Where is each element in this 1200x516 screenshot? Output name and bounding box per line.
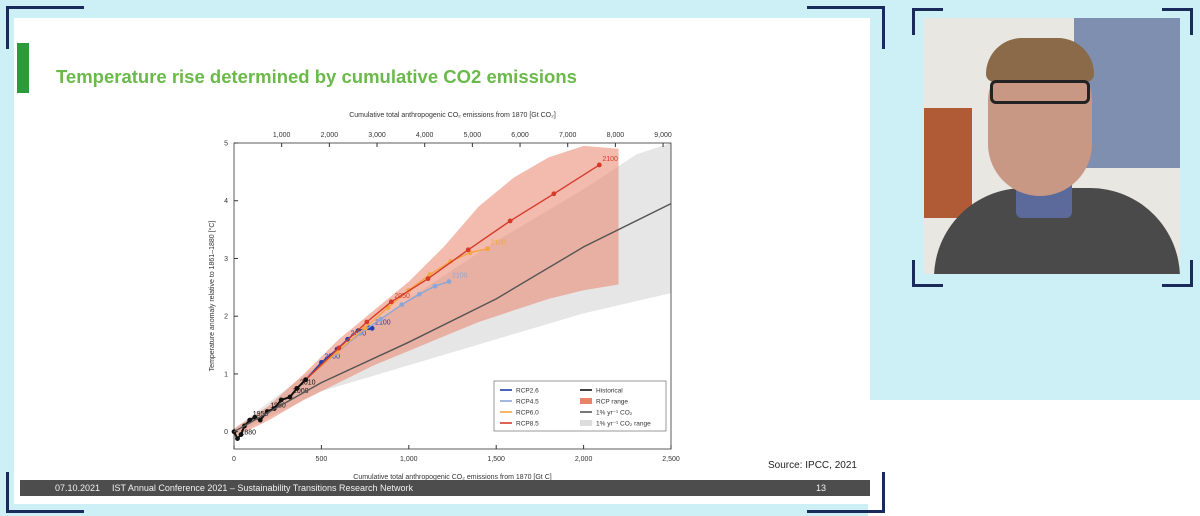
data-point <box>336 345 342 351</box>
data-point <box>238 432 244 437</box>
legend-label: RCP range <box>596 399 628 406</box>
footer-page-number: 13 <box>816 483 827 493</box>
y-axis-label: Temperature anomaly relative to 1861–188… <box>208 221 216 372</box>
point-label: 2000 <box>293 388 309 395</box>
x2-axis-label: Cumulative total anthropogenic CO₂ emiss… <box>349 112 556 119</box>
x-tick-label: 500 <box>316 456 328 463</box>
data-point <box>294 385 300 391</box>
legend-label: Historical <box>596 388 623 395</box>
data-point <box>287 394 293 400</box>
source-label: Source: IPCC, 2021 <box>768 460 857 471</box>
slide-accent-bar <box>17 43 29 93</box>
frame-corner-top-left <box>6 6 84 49</box>
point-label: 2010 <box>300 379 316 386</box>
background-band <box>868 400 1200 516</box>
speaker-webcam-video <box>924 18 1180 274</box>
frame-corner-top-right <box>807 6 885 49</box>
x2-tick-label: 6,000 <box>511 132 529 139</box>
y-tick-label: 0 <box>224 429 228 436</box>
y-tick-label: 4 <box>224 198 228 205</box>
legend-label: RCP6.0 <box>516 410 539 417</box>
plot-frame <box>233 142 672 450</box>
data-point <box>247 417 253 423</box>
x2-tick-label: 3,000 <box>368 132 386 139</box>
x2-tick-label: 7,000 <box>559 132 577 139</box>
webcam-corner-bottom-left <box>912 260 943 287</box>
point-label: 2100 <box>452 273 468 280</box>
point-label: 2100 <box>602 156 618 163</box>
temperature-emissions-chart: 0 500 1,000 1,500 2,000 2,500 0 1 2 3 4 5 1,000 2,000… <box>208 112 680 481</box>
x2-tick-label: 9,000 <box>654 132 672 139</box>
data-point <box>303 377 309 383</box>
y-tick-label: 2 <box>224 314 228 321</box>
range-band <box>234 145 619 438</box>
data-point <box>362 325 368 331</box>
data-point <box>432 283 438 289</box>
data-point <box>446 279 452 284</box>
data-point <box>399 302 405 308</box>
x-tick-label: 1,000 <box>400 456 418 463</box>
data-point <box>357 331 363 336</box>
x-tick-label: 2,500 <box>662 456 680 463</box>
data-point <box>235 436 240 442</box>
presentation-slide: Temperature rise determined by cumulativ… <box>14 18 870 504</box>
point-label: 1880 <box>240 430 256 437</box>
data-point <box>507 218 513 224</box>
legend-swatch <box>580 420 592 426</box>
x-tick-label: 0 <box>232 456 236 463</box>
data-point <box>596 162 602 168</box>
y-tick-label: 1 <box>224 371 228 378</box>
x2-tick-label: 8,000 <box>607 132 625 139</box>
slide-title: Temperature rise determined by cumulativ… <box>56 66 577 87</box>
x2-tick-label: 4,000 <box>416 132 434 139</box>
x-tick-label: 1,500 <box>487 456 505 463</box>
point-label: 1950 <box>253 411 269 418</box>
webcam-speaker-hair <box>986 38 1094 82</box>
x-axis-label: Cumulative total anthropogenic CO₂ emiss… <box>353 474 551 481</box>
x2-tick-label: 5,000 <box>464 132 482 139</box>
legend-label: RCP4.5 <box>516 399 539 406</box>
data-point <box>485 246 490 252</box>
footer-date: 07.10.2021 <box>55 483 101 493</box>
legend-label: 1% yr⁻¹ CO₂ range <box>596 421 651 428</box>
data-point <box>425 276 431 282</box>
legend-label: 1% yr⁻¹ CO₂ <box>596 410 633 417</box>
data-point <box>465 247 471 253</box>
data-point <box>551 191 557 197</box>
footer-conference-text: IST Annual Conference 2021 – Sustainabil… <box>112 483 413 493</box>
data-point <box>378 316 384 322</box>
y-tick-label: 5 <box>224 141 228 148</box>
webcam-corner-top-right <box>1162 8 1193 35</box>
legend-label: RCP2.6 <box>516 388 539 395</box>
point-label: 2100 <box>490 240 506 247</box>
x2-tick-label: 2,000 <box>321 132 339 139</box>
y-tick-label: 3 <box>224 256 228 263</box>
frame-corner-bottom-right <box>807 472 885 513</box>
webcam-glasses <box>990 80 1090 104</box>
data-point <box>257 417 263 423</box>
legend-swatch <box>580 398 592 404</box>
frame-corner-bottom-left <box>6 472 84 513</box>
data-point <box>364 319 370 325</box>
data-point <box>278 397 284 403</box>
x2-tick-label: 1,000 <box>273 132 291 139</box>
data-point <box>416 291 422 297</box>
data-point <box>369 325 375 331</box>
legend-label: RCP8.5 <box>516 421 539 428</box>
series-line <box>233 202 672 433</box>
webcam-corner-bottom-right <box>1162 260 1193 287</box>
point-label: 1980 <box>270 402 286 409</box>
point-label: 2050 <box>394 293 410 300</box>
webcam-corner-top-left <box>912 8 943 35</box>
webcam-shelf <box>924 108 972 218</box>
data-point <box>388 299 394 305</box>
point-label: 2100 <box>375 319 391 326</box>
slide-footer: 07.10.2021 IST Annual Conference 2021 – … <box>20 480 870 496</box>
x-tick-label: 2,000 <box>575 456 593 463</box>
